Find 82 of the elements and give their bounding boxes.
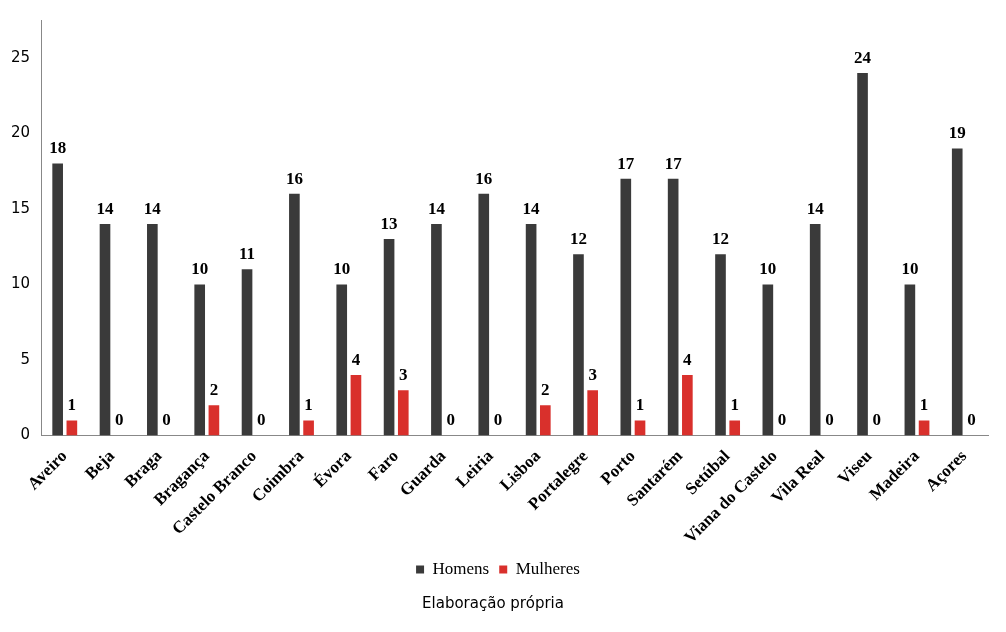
- bar: [918, 420, 930, 436]
- data-label: 2: [209, 380, 219, 400]
- data-label: 18: [49, 138, 67, 158]
- bar: [620, 178, 632, 436]
- bar: [194, 284, 206, 436]
- bar: [539, 405, 551, 436]
- bar: [573, 254, 584, 436]
- data-label: 16: [475, 168, 493, 188]
- data-label: 0: [777, 410, 787, 430]
- data-label: 0: [162, 410, 171, 430]
- bar: [99, 223, 111, 436]
- data-label: 1: [304, 395, 313, 415]
- y-tick-label: 25: [10, 47, 31, 66]
- data-label: 0: [967, 410, 976, 430]
- bar: [478, 193, 490, 436]
- data-label: 0: [872, 410, 881, 430]
- data-label: 14: [806, 198, 825, 218]
- y-tick-label: 20: [10, 123, 31, 142]
- bar: [634, 420, 646, 436]
- data-label: 10: [759, 259, 777, 279]
- bar: [303, 420, 314, 436]
- x-tick-label: Beja: [81, 445, 119, 484]
- data-label: 16: [285, 168, 303, 188]
- bar: [587, 390, 598, 436]
- bar: [289, 193, 300, 436]
- y-tick-label: 5: [20, 349, 31, 368]
- bar: [857, 72, 868, 436]
- data-label: 10: [901, 259, 919, 279]
- data-label: 11: [239, 244, 256, 264]
- y-tick-label: 0: [20, 425, 31, 444]
- data-label: 10: [333, 259, 351, 279]
- bar: [241, 269, 253, 436]
- bar: [729, 420, 741, 436]
- bar: [336, 284, 348, 436]
- bar: [667, 178, 679, 436]
- bar: [147, 223, 158, 436]
- bar: [762, 284, 774, 436]
- data-label: 0: [256, 410, 266, 430]
- bar: [397, 390, 409, 436]
- data-label: 1: [919, 395, 929, 415]
- bar: [525, 223, 537, 436]
- data-label: 14: [143, 198, 162, 218]
- data-label: 2: [541, 380, 550, 400]
- bar: [66, 420, 78, 436]
- data-label: 12: [569, 229, 587, 249]
- data-label: 17: [617, 153, 635, 173]
- bar: [383, 239, 395, 436]
- data-label: 0: [446, 410, 455, 430]
- bar: [431, 223, 442, 436]
- data-label: 19: [948, 123, 966, 143]
- data-label: 10: [191, 259, 209, 279]
- data-label: 17: [664, 153, 683, 173]
- legend-label: Homens: [432, 558, 490, 578]
- data-label: 14: [96, 198, 114, 218]
- bar: [350, 375, 362, 436]
- data-label: 14: [427, 198, 446, 218]
- text: Elaboração própria: [421, 594, 565, 612]
- data-label: 0: [825, 410, 834, 430]
- data-label: 13: [380, 213, 398, 233]
- data-label: 24: [854, 47, 872, 67]
- bar: [682, 375, 693, 436]
- bar: [208, 405, 220, 436]
- data-label: 4: [683, 349, 693, 369]
- bar: [904, 284, 916, 436]
- bar: [52, 163, 63, 436]
- data-label: 3: [399, 365, 408, 385]
- data-label: 1: [635, 395, 645, 415]
- data-label: 1: [67, 395, 77, 415]
- y-tick-label: 10: [10, 274, 31, 293]
- bar: [715, 254, 726, 436]
- y-tick-label: 15: [10, 198, 31, 217]
- bar: [809, 223, 821, 436]
- data-label: 3: [588, 365, 597, 385]
- data-label: 4: [351, 349, 361, 369]
- data-label: 0: [493, 410, 503, 430]
- bar: [951, 148, 963, 436]
- data-label: 0: [114, 410, 124, 430]
- x-tick-label: Faro: [364, 446, 403, 485]
- data-label: 1: [730, 395, 739, 415]
- data-label: 12: [712, 229, 729, 249]
- legend-label: Mulheres: [515, 558, 580, 578]
- data-label: 14: [522, 198, 541, 218]
